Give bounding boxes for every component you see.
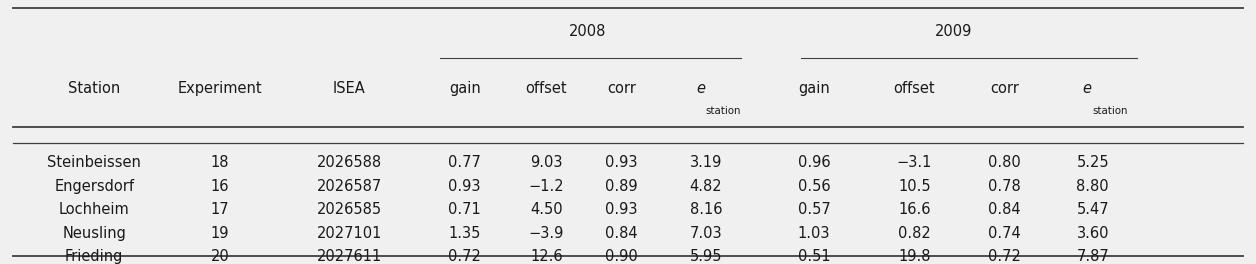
Text: 2026588: 2026588 bbox=[317, 155, 382, 170]
Text: station: station bbox=[1093, 106, 1128, 116]
Text: 0.74: 0.74 bbox=[988, 226, 1021, 241]
Text: −1.2: −1.2 bbox=[529, 179, 564, 194]
Text: 0.93: 0.93 bbox=[605, 155, 638, 170]
Text: 0.84: 0.84 bbox=[605, 226, 638, 241]
Text: 0.80: 0.80 bbox=[988, 155, 1021, 170]
Text: Steinbeissen: Steinbeissen bbox=[48, 155, 141, 170]
Text: 12.6: 12.6 bbox=[530, 249, 563, 264]
Text: Experiment: Experiment bbox=[177, 81, 263, 96]
Text: 0.78: 0.78 bbox=[988, 179, 1021, 194]
Text: 4.50: 4.50 bbox=[530, 202, 563, 217]
Text: 0.51: 0.51 bbox=[798, 249, 830, 264]
Text: 0.89: 0.89 bbox=[605, 179, 638, 194]
Text: 1.03: 1.03 bbox=[798, 226, 830, 241]
Text: Lochheim: Lochheim bbox=[59, 202, 129, 217]
Text: corr: corr bbox=[608, 81, 636, 96]
Text: Frieding: Frieding bbox=[65, 249, 123, 264]
Text: 2026587: 2026587 bbox=[317, 179, 382, 194]
Text: 3.19: 3.19 bbox=[690, 155, 722, 170]
Text: 5.25: 5.25 bbox=[1076, 155, 1109, 170]
Text: station: station bbox=[706, 106, 741, 116]
Text: 0.71: 0.71 bbox=[448, 202, 481, 217]
Text: 5.95: 5.95 bbox=[690, 249, 722, 264]
Text: Neusling: Neusling bbox=[63, 226, 126, 241]
Text: corr: corr bbox=[991, 81, 1019, 96]
Text: 0.82: 0.82 bbox=[898, 226, 931, 241]
Text: gain: gain bbox=[448, 81, 481, 96]
Text: 0.93: 0.93 bbox=[448, 179, 481, 194]
Text: $\itе$: $\itе$ bbox=[1083, 81, 1093, 96]
Text: 0.93: 0.93 bbox=[605, 202, 638, 217]
Text: 0.96: 0.96 bbox=[798, 155, 830, 170]
Text: 9.03: 9.03 bbox=[530, 155, 563, 170]
Text: 8.16: 8.16 bbox=[690, 202, 722, 217]
Text: 2027611: 2027611 bbox=[317, 249, 382, 264]
Text: 20: 20 bbox=[211, 249, 229, 264]
Text: 1.35: 1.35 bbox=[448, 226, 481, 241]
Text: 17: 17 bbox=[211, 202, 229, 217]
Text: Engersdorf: Engersdorf bbox=[54, 179, 134, 194]
Text: 4.82: 4.82 bbox=[690, 179, 722, 194]
Text: 19: 19 bbox=[211, 226, 229, 241]
Text: gain: gain bbox=[798, 81, 830, 96]
Text: 19.8: 19.8 bbox=[898, 249, 931, 264]
Text: offset: offset bbox=[893, 81, 936, 96]
Text: 7.03: 7.03 bbox=[690, 226, 722, 241]
Text: 0.77: 0.77 bbox=[448, 155, 481, 170]
Text: 2026585: 2026585 bbox=[317, 202, 382, 217]
Text: offset: offset bbox=[525, 81, 568, 96]
Text: $\itе$: $\itе$ bbox=[696, 81, 706, 96]
Text: −3.1: −3.1 bbox=[897, 155, 932, 170]
Text: 10.5: 10.5 bbox=[898, 179, 931, 194]
Text: 0.90: 0.90 bbox=[605, 249, 638, 264]
Text: 16: 16 bbox=[211, 179, 229, 194]
Text: 8.80: 8.80 bbox=[1076, 179, 1109, 194]
Text: 16.6: 16.6 bbox=[898, 202, 931, 217]
Text: 5.47: 5.47 bbox=[1076, 202, 1109, 217]
Text: 0.72: 0.72 bbox=[448, 249, 481, 264]
Text: 0.72: 0.72 bbox=[988, 249, 1021, 264]
Text: 18: 18 bbox=[211, 155, 229, 170]
Text: 2009: 2009 bbox=[934, 24, 972, 39]
Text: 2027101: 2027101 bbox=[317, 226, 382, 241]
Text: 0.57: 0.57 bbox=[798, 202, 830, 217]
Text: ISEA: ISEA bbox=[333, 81, 365, 96]
Text: Station: Station bbox=[68, 81, 121, 96]
Text: 0.84: 0.84 bbox=[988, 202, 1021, 217]
Text: 7.87: 7.87 bbox=[1076, 249, 1109, 264]
Text: 3.60: 3.60 bbox=[1076, 226, 1109, 241]
Text: −3.9: −3.9 bbox=[529, 226, 564, 241]
Text: 0.56: 0.56 bbox=[798, 179, 830, 194]
Text: 2008: 2008 bbox=[569, 24, 607, 39]
